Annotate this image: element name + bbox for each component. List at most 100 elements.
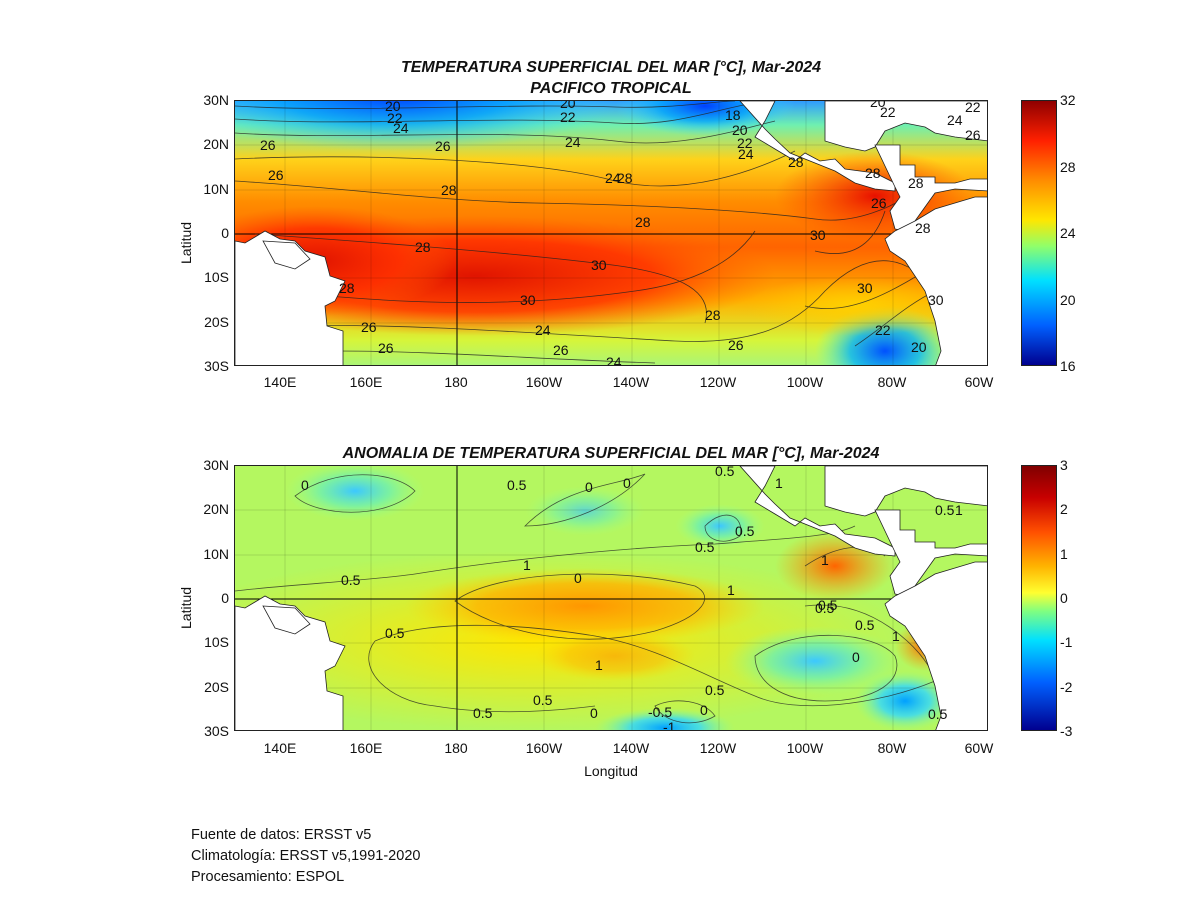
contour-label: 28 bbox=[788, 154, 804, 170]
contour-label: 20 bbox=[385, 100, 401, 114]
contour-label: 20 bbox=[732, 122, 748, 138]
anomaly-map: 0 0.5 0 0 0.5 1 0.5 1 0 0.5 0.5 1 1 1 0.5 0.5 1 0.5 0 0.5 0 0… bbox=[234, 465, 988, 731]
lon-tick-label: 140W bbox=[612, 374, 650, 390]
contour-label: 0 bbox=[852, 649, 860, 665]
contour-label: 0.5 bbox=[815, 600, 835, 616]
lon-tick-label: 180 bbox=[444, 374, 468, 390]
contour-label: 24 bbox=[606, 354, 622, 366]
contour-label: 24 bbox=[393, 120, 409, 136]
lat-tick-label: 20N bbox=[203, 501, 229, 518]
footer-processing: Procesamiento: ESPOL bbox=[191, 869, 345, 885]
contour-label: 0.5 bbox=[715, 465, 735, 479]
contour-label: 22 bbox=[737, 135, 753, 151]
footer-data-source: Fuente de datos: ERSST v5 bbox=[191, 827, 372, 843]
contour-label: 24 bbox=[535, 322, 551, 338]
lon-tick-label: 120W bbox=[699, 374, 737, 390]
bottom-map-title: ANOMALIA DE TEMPERATURA SUPERFICIAL DEL … bbox=[342, 445, 880, 462]
lon-tick-label: 140E bbox=[263, 374, 297, 390]
contour-label: 24 bbox=[565, 134, 581, 150]
lat-tick-label: 20N bbox=[203, 136, 229, 153]
anomaly-map-canvas bbox=[235, 466, 987, 730]
lon-tick-label: 160W bbox=[525, 740, 563, 756]
contour-label: 30 bbox=[810, 227, 826, 243]
contour-label: 0 bbox=[623, 475, 631, 491]
contour-label: 28 bbox=[780, 364, 796, 365]
colorbar-tick-label: 20 bbox=[1060, 291, 1076, 308]
contour-label: 18 bbox=[725, 107, 741, 123]
lon-tick-label: 80W bbox=[877, 374, 907, 390]
contour-label: 0.5 bbox=[473, 705, 493, 721]
lon-tick-label: 180 bbox=[444, 740, 468, 756]
lat-tick-label: 30S bbox=[204, 722, 229, 739]
contour-label: 22 bbox=[560, 109, 576, 125]
contour-label: 1 bbox=[955, 502, 963, 518]
sst-map: 20 22 24 20 22 24 18 20 22 24 20 22 24 22 26 26 26 24 26 28… bbox=[234, 100, 988, 366]
contour-label: 26 bbox=[268, 167, 284, 183]
lon-tick-label: 80W bbox=[877, 740, 907, 756]
colorbar-tick-label: 28 bbox=[1060, 158, 1076, 175]
contour-label: 1 bbox=[775, 475, 783, 491]
contour-label: 0.5 bbox=[533, 692, 553, 708]
contour-label: 0 bbox=[700, 702, 708, 718]
colorbar-tick-label: -2 bbox=[1060, 678, 1073, 695]
lat-tick-label: 30S bbox=[204, 357, 229, 374]
contour-label: 22 bbox=[880, 104, 896, 120]
sst-map-canvas bbox=[235, 101, 987, 365]
contour-label: 0.5 bbox=[735, 523, 755, 539]
contour-label: 28 bbox=[635, 214, 651, 230]
footer-climatology: Climatología: ERSST v5,1991-2020 bbox=[191, 848, 421, 864]
contour-label: -0.5 bbox=[648, 704, 673, 720]
lon-tick-label: 120W bbox=[699, 740, 737, 756]
contour-label: 28 bbox=[865, 165, 881, 181]
contour-label: 26 bbox=[361, 319, 377, 335]
contour-label: 28 bbox=[441, 182, 457, 198]
contour-label: 30 bbox=[857, 280, 873, 296]
lat-tick-label: 10S bbox=[204, 634, 229, 651]
colorbar-tick-label: 2 bbox=[1060, 501, 1068, 518]
contour-label: 24 bbox=[947, 112, 963, 128]
contour-label: 26 bbox=[378, 340, 394, 356]
contour-label: 0.5 bbox=[341, 572, 361, 588]
contour-label: 22 bbox=[875, 322, 891, 338]
lon-tick-label: 60W bbox=[964, 374, 994, 390]
contour-label: 0.5 bbox=[928, 706, 948, 722]
sst-colorbar bbox=[1021, 100, 1057, 366]
lat-tick-label: 30N bbox=[203, 457, 229, 473]
contour-label: 0.5 bbox=[705, 682, 725, 698]
lat-tick-label: 10S bbox=[204, 269, 229, 286]
contour-label: 1 bbox=[892, 628, 900, 644]
contour-label: 0.5 bbox=[507, 477, 527, 493]
contour-label: 28 bbox=[617, 170, 633, 186]
colorbar-tick-label: -3 bbox=[1060, 723, 1073, 739]
lon-tick-label: 100W bbox=[786, 374, 824, 390]
contour-label: 22 bbox=[965, 100, 981, 115]
contour-label: 28 bbox=[339, 280, 355, 296]
contour-label: 30 bbox=[520, 292, 536, 308]
contour-label: 28 bbox=[705, 307, 721, 323]
contour-label: 1 bbox=[727, 582, 735, 598]
anomaly-colorbar bbox=[1021, 465, 1057, 731]
contour-label: 28 bbox=[415, 239, 431, 255]
contour-label: 28 bbox=[908, 175, 924, 191]
lon-tick-label: 160E bbox=[349, 740, 383, 756]
contour-label: 0.5 bbox=[695, 539, 715, 555]
contour-label: 20 bbox=[560, 100, 576, 111]
contour-label: 22 bbox=[387, 110, 403, 126]
contour-label: 24 bbox=[605, 170, 621, 186]
contour-label: 1 bbox=[821, 552, 829, 568]
lon-tick-label: 140W bbox=[612, 740, 650, 756]
contour-label: 20 bbox=[870, 100, 886, 110]
colorbar-tick-label: 0 bbox=[1060, 590, 1068, 606]
contour-label: 1 bbox=[523, 557, 531, 573]
colorbar-tick-label: 32 bbox=[1060, 92, 1076, 108]
lat-tick-label: 30N bbox=[203, 92, 229, 108]
contour-label: 30 bbox=[928, 292, 944, 308]
lon-tick-label: 60W bbox=[964, 740, 994, 756]
contour-label: 0 bbox=[574, 570, 582, 586]
lon-tick-label: 140E bbox=[263, 740, 297, 756]
lat-tick-label: 20S bbox=[204, 313, 229, 330]
contour-label: 0 bbox=[301, 477, 309, 493]
contour-label: 1 bbox=[595, 657, 603, 673]
colorbar-tick-label: 3 bbox=[1060, 457, 1068, 473]
top-map-title: TEMPERATURA SUPERFICIAL DEL MAR [°C], Ma… bbox=[400, 59, 822, 76]
